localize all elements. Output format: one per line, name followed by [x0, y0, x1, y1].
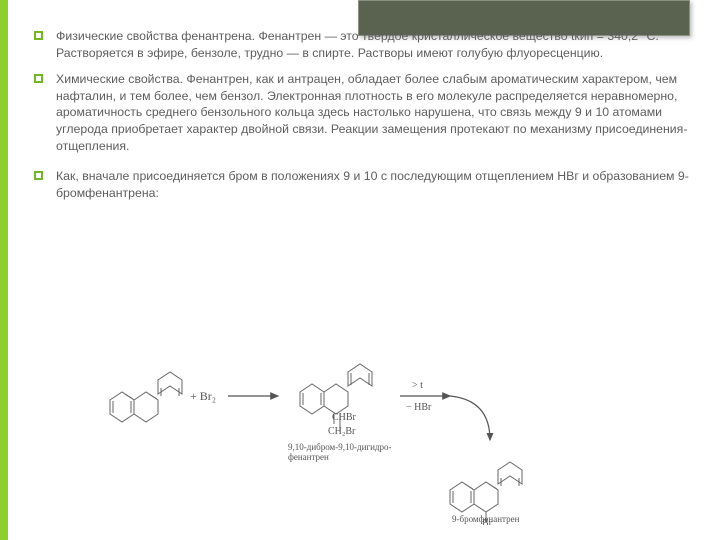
text-content: Физические свойства фенантрена. Фенантре…	[34, 28, 694, 211]
reagent-label: + Br₂	[190, 389, 216, 403]
substituent-label: CHBr	[332, 412, 357, 423]
list-item: Физические свойства фенантрена. Фенантре…	[34, 28, 694, 61]
slide-page: Физические свойства фенантрена. Фенантре…	[0, 0, 720, 540]
compound-name: 9,10-дибром-9,10-дигидро- фенантрен	[288, 442, 394, 462]
bromo-phenanthrene-icon	[450, 462, 522, 522]
left-accent-stripe	[0, 0, 8, 540]
reaction-svg: + Br₂ CHBr CH₂Br 9,10-дибром-9,10-дигидр…	[90, 340, 630, 525]
reaction-scheme: + Br₂ CHBr CH₂Br 9,10-дибром-9,10-дигидр…	[90, 340, 630, 525]
substituent-label: CH₂Br	[328, 426, 356, 437]
bullet-list: Физические свойства фенантрена. Фенантре…	[34, 28, 694, 201]
bullet-text: Физические свойства фенантрена. Фенантре…	[56, 29, 659, 60]
compound-name: 9-бромфенантрен	[452, 514, 520, 524]
arrow-icon	[450, 396, 490, 440]
list-item: Химические свойства. Фенантрен, как и ан…	[34, 71, 694, 154]
condition-top: > t	[412, 380, 423, 391]
bullet-text: Химические свойства. Фенантрен, как и ан…	[56, 72, 687, 152]
condition-bottom: − HBr	[406, 402, 432, 413]
bullet-text: Как, вначале присоединяется бром в полож…	[56, 169, 689, 200]
list-item: Как, вначале присоединяется бром в полож…	[34, 168, 694, 201]
phenanthrene-icon	[110, 372, 182, 422]
